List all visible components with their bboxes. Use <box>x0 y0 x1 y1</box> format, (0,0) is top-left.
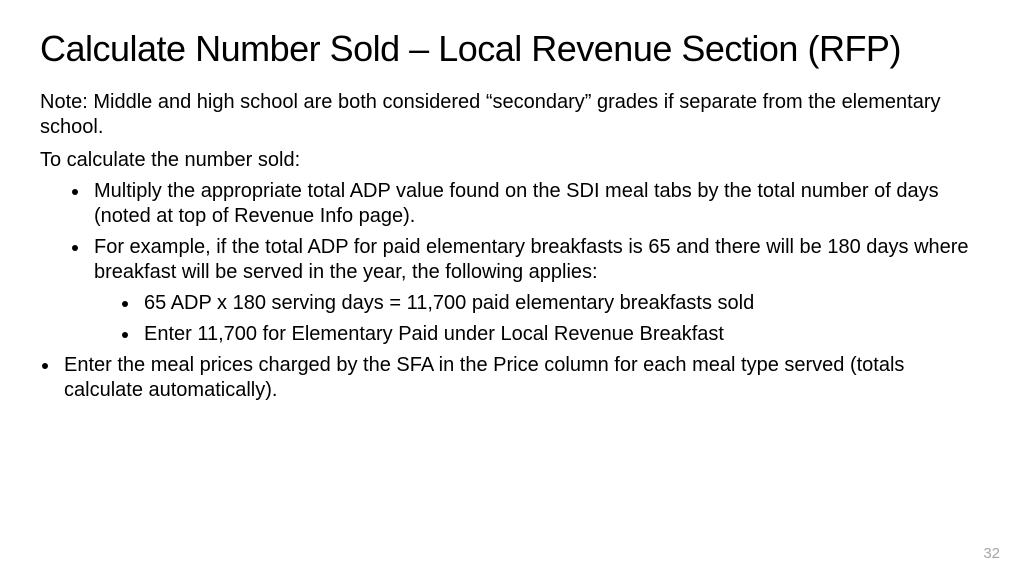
list-item: Enter the meal prices charged by the SFA… <box>60 353 984 403</box>
list-item: Multiply the appropriate total ADP value… <box>90 179 984 229</box>
list-item: Enter 11,700 for Elementary Paid under L… <box>140 322 984 347</box>
bullet-list-level2: 65 ADP x 180 serving days = 11,700 paid … <box>140 291 984 347</box>
list-item: 65 ADP x 180 serving days = 11,700 paid … <box>140 291 984 316</box>
page-number: 32 <box>983 545 1000 562</box>
bullet-list-level1: Multiply the appropriate total ADP value… <box>90 179 984 347</box>
slide-title: Calculate Number Sold – Local Revenue Se… <box>40 28 984 70</box>
bullet-list-level0: Enter the meal prices charged by the SFA… <box>60 353 984 403</box>
list-item: For example, if the total ADP for paid e… <box>90 235 984 347</box>
note-text: Note: Middle and high school are both co… <box>40 90 984 140</box>
intro-text: To calculate the number sold: <box>40 148 984 173</box>
list-item-text: For example, if the total ADP for paid e… <box>94 236 969 283</box>
